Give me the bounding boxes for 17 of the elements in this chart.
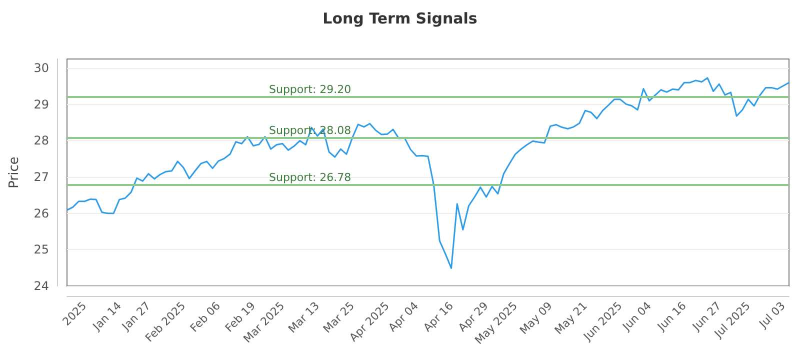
x-tick-label: Jul 03 xyxy=(756,299,788,332)
ref-line-label: Support: 26.78 xyxy=(269,171,352,184)
chart-title: Long Term Signals xyxy=(322,10,478,28)
y-tick-label: 24 xyxy=(34,279,49,293)
ref-line-label: Support: 29.20 xyxy=(269,83,352,96)
x-tick-label: Feb 06 xyxy=(188,299,223,335)
y-tick-label: 29 xyxy=(34,97,49,112)
line-series xyxy=(66,77,790,269)
y-axis-title: Price xyxy=(7,156,22,188)
y-tick-label: 27 xyxy=(34,170,49,184)
y-tick-label: 30 xyxy=(34,61,49,76)
x-tick-label: Apr 16 xyxy=(420,299,456,334)
y-tick-label: 28 xyxy=(34,134,49,148)
y-tick-label: 26 xyxy=(34,206,49,220)
y-tick-label: 25 xyxy=(34,242,49,257)
x-tick-label: Jun 16 xyxy=(654,299,689,334)
x-tick-label: Mar 13 xyxy=(286,299,322,336)
